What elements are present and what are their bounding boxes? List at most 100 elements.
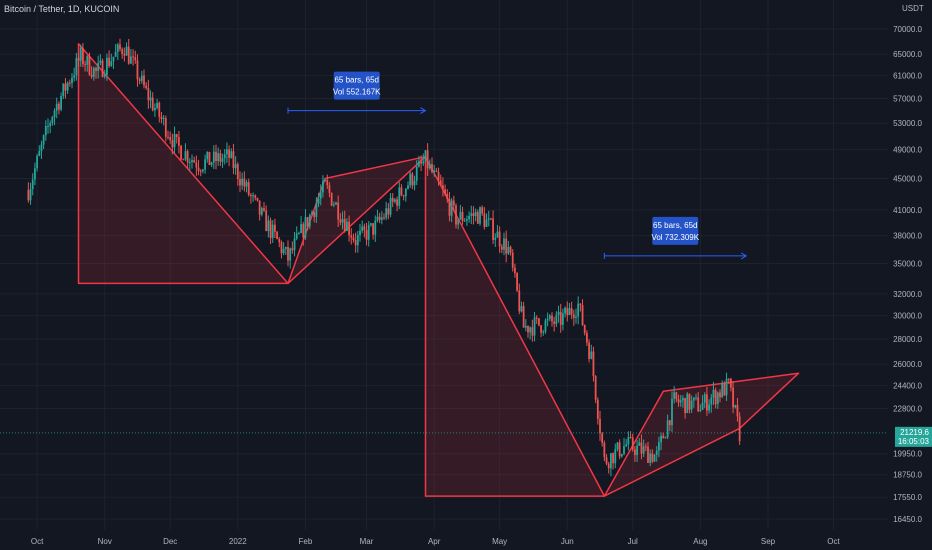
measure-arrow <box>420 107 427 115</box>
candle-body <box>433 170 436 172</box>
candle-body <box>496 231 499 238</box>
candle-body <box>330 192 333 206</box>
candle-body <box>178 137 180 146</box>
candle-body <box>548 315 551 319</box>
candle-body <box>638 442 641 446</box>
candle-body <box>568 308 571 316</box>
candle-body <box>245 182 248 187</box>
candle-body <box>476 211 479 224</box>
candle-body <box>577 303 580 317</box>
candle-body <box>553 321 556 324</box>
candle-body <box>29 188 32 201</box>
candle-body <box>326 180 329 186</box>
candle-body <box>346 221 348 231</box>
candle-body <box>60 95 62 110</box>
candle-body <box>282 249 285 254</box>
candle-body <box>130 56 132 64</box>
candle-body <box>404 188 407 197</box>
candle-body <box>149 97 152 101</box>
x-tick-label: Jul <box>628 537 638 546</box>
candle-body <box>175 134 178 138</box>
candle-body <box>99 60 102 64</box>
candle-body <box>343 218 346 231</box>
candle-body <box>223 154 226 159</box>
candle-body <box>291 248 294 251</box>
candle-body <box>256 197 259 201</box>
candle-body <box>101 60 104 77</box>
candle-body <box>601 433 604 443</box>
candle-body <box>302 224 305 238</box>
candle-body <box>701 402 704 410</box>
candle-body <box>42 135 45 145</box>
candle-body <box>202 169 204 172</box>
x-tick-label: 2022 <box>229 537 247 546</box>
candle-body <box>616 442 619 450</box>
candle-body <box>483 213 486 227</box>
candle-body <box>461 211 464 222</box>
candle-body <box>623 446 625 455</box>
candle-body <box>313 212 316 217</box>
candle-body <box>287 247 289 261</box>
candle-body <box>503 238 505 250</box>
candle-body <box>311 212 313 215</box>
candle-body <box>86 56 89 65</box>
candle-body <box>134 57 137 61</box>
candle-body <box>289 248 292 261</box>
candle-body <box>612 453 614 464</box>
candle-body <box>387 208 390 215</box>
candle-body <box>374 220 377 235</box>
candle-countdown: 16:05:03 <box>898 437 930 446</box>
candle-body <box>575 316 577 318</box>
candle-body <box>228 149 230 158</box>
y-tick-label: 19950.0 <box>893 450 922 459</box>
candle-body <box>208 151 211 166</box>
candle-body <box>498 231 501 247</box>
measure-volume-label: Vol 732.309K <box>651 233 699 242</box>
candle-body <box>162 118 165 120</box>
candle-body <box>324 180 326 182</box>
candle-body <box>527 325 529 333</box>
candle-body <box>479 207 481 224</box>
y-tick-label: 38000.0 <box>893 232 922 241</box>
candle-body <box>247 182 250 195</box>
candle-body <box>566 307 569 316</box>
candle-body <box>692 397 695 401</box>
candle-body <box>581 305 584 326</box>
candle-body <box>666 420 669 438</box>
candle-body <box>618 442 621 457</box>
candle-body <box>173 134 176 148</box>
candle-body <box>603 442 606 458</box>
candle-body <box>182 159 185 161</box>
candle-body <box>732 387 734 408</box>
candle-body <box>524 325 527 328</box>
candle-body <box>514 267 516 273</box>
candle-body <box>210 162 213 166</box>
y-tick-label: 16450.0 <box>893 515 922 524</box>
y-tick-label: 30000.0 <box>893 312 922 321</box>
x-tick-label: Nov <box>98 537 112 546</box>
candle-body <box>431 164 433 172</box>
candle-body <box>627 436 630 445</box>
candle-body <box>546 318 549 321</box>
candle-body <box>219 153 222 162</box>
candle-body <box>662 435 665 439</box>
candle-body <box>723 383 726 396</box>
candle-body <box>708 404 710 411</box>
candle-body <box>586 332 588 343</box>
candle-body <box>572 314 575 318</box>
candle-body <box>154 108 156 111</box>
candle-body <box>252 195 254 197</box>
candle-body <box>413 180 416 186</box>
candle-body <box>394 199 396 202</box>
candle-body <box>380 217 383 220</box>
candle-body <box>75 58 78 76</box>
candle-body <box>538 318 540 326</box>
candle-body <box>125 46 128 56</box>
x-tick-label: Feb <box>299 537 313 546</box>
x-tick-label: Sep <box>761 537 776 546</box>
candle-body <box>570 308 573 315</box>
candle-body <box>263 208 265 211</box>
candle-body <box>339 219 342 223</box>
